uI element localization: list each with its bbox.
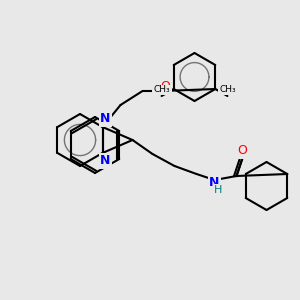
Text: O: O [238, 145, 248, 158]
Text: CH₃: CH₃ [153, 85, 170, 94]
Text: N: N [100, 154, 111, 167]
Text: H: H [214, 185, 223, 195]
Text: N: N [100, 112, 111, 125]
Text: N: N [209, 176, 220, 188]
Text: CH₃: CH₃ [219, 85, 236, 94]
Text: O: O [160, 80, 170, 94]
